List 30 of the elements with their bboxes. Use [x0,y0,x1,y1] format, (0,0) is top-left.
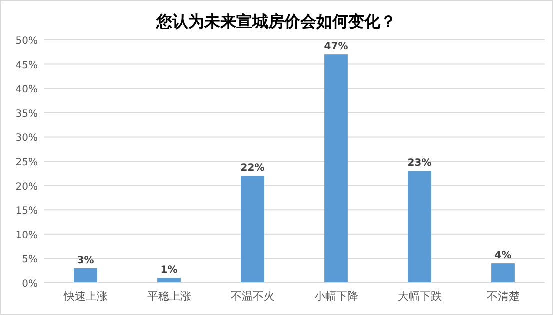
y-tick-label: 5% [22,254,38,266]
chart-title: 您认为未来宣城房价会如何变化？ [156,12,396,31]
y-tick-label: 15% [16,206,38,218]
y-tick-label: 30% [16,133,38,144]
data-label: 1% [160,265,178,276]
y-tick-label: 50% [16,36,38,47]
y-tick-label: 40% [16,84,38,96]
x-tick-label: 平稳上涨 [147,290,192,303]
y-tick-label: 45% [16,60,38,72]
x-tick-label: 小幅下降 [314,290,358,303]
bar [408,171,432,283]
y-tick-label: 25% [16,158,38,168]
data-label: 22% [240,163,265,174]
bar [158,278,181,283]
bar [492,264,515,283]
data-label: 23% [408,158,432,170]
data-label: 3% [77,255,94,266]
x-tick-label: 不温不火 [230,290,275,303]
x-tick-label: 快速上涨 [62,290,108,303]
x-tick-label: 大幅下跌 [398,290,442,303]
data-label: 47% [324,42,348,53]
y-tick-label: 10% [16,230,38,242]
x-tick-label: 不清楚 [486,290,520,303]
bar [324,54,348,283]
bar [241,176,264,283]
data-label: 4% [494,250,512,262]
y-tick-label: 20% [16,182,38,193]
bar [74,268,98,283]
y-tick-label: 0% [22,279,38,290]
y-tick-label: 35% [16,108,38,120]
